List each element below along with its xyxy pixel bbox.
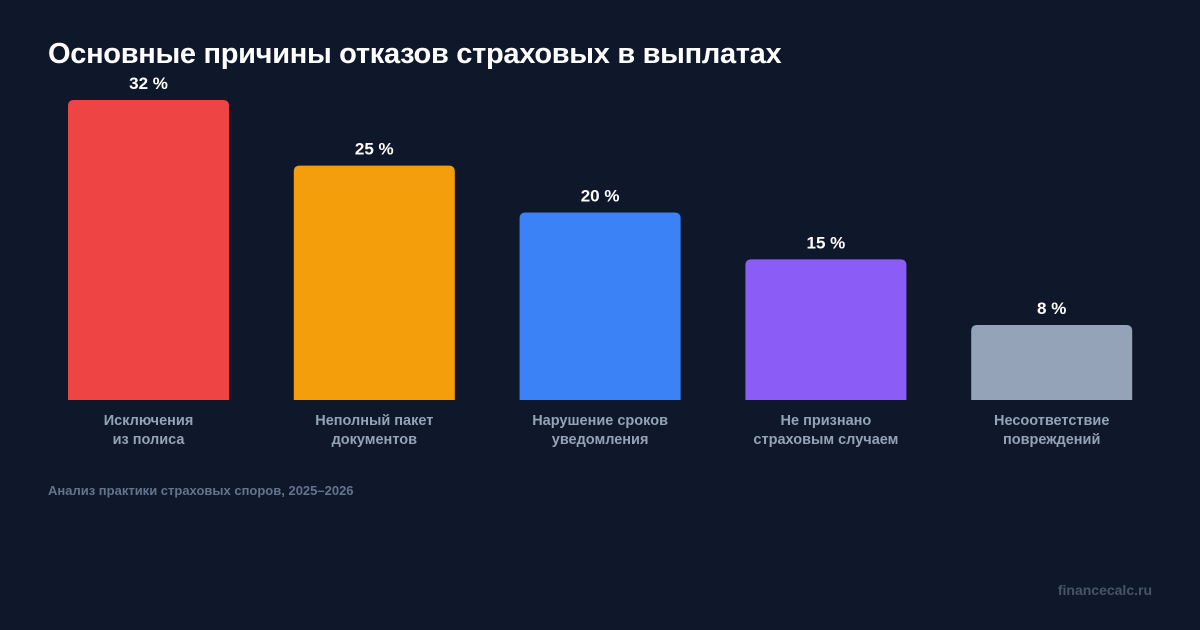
category-label: Не признано [781,413,872,429]
data-label: 20 % [581,187,620,206]
category-label: Нарушение сроков [532,413,668,429]
source-note: Анализ практики страховых споров, 2025–2… [48,483,354,498]
category-label: Несоответствие [994,413,1109,429]
data-label: 15 % [807,233,846,252]
chart-title: Основные причины отказов страховых в вып… [48,38,782,70]
category-label: уведомления [552,432,649,448]
category-label: повреждений [1003,432,1100,448]
data-label: 32 % [129,74,168,93]
data-label: 8 % [1037,299,1066,318]
category-label: из полиса [113,432,186,448]
category-label: Исключения [104,413,194,429]
bar [293,165,455,400]
category-label: страховым случаем [753,432,898,448]
category-label: документов [332,432,418,448]
bar [68,100,229,400]
bar [971,325,1133,400]
category-label: Неполный пакет [315,413,433,429]
bar [519,212,681,400]
brand-watermark: financecalc.ru [1057,582,1152,598]
data-label: 25 % [355,140,394,159]
bar [745,259,907,400]
